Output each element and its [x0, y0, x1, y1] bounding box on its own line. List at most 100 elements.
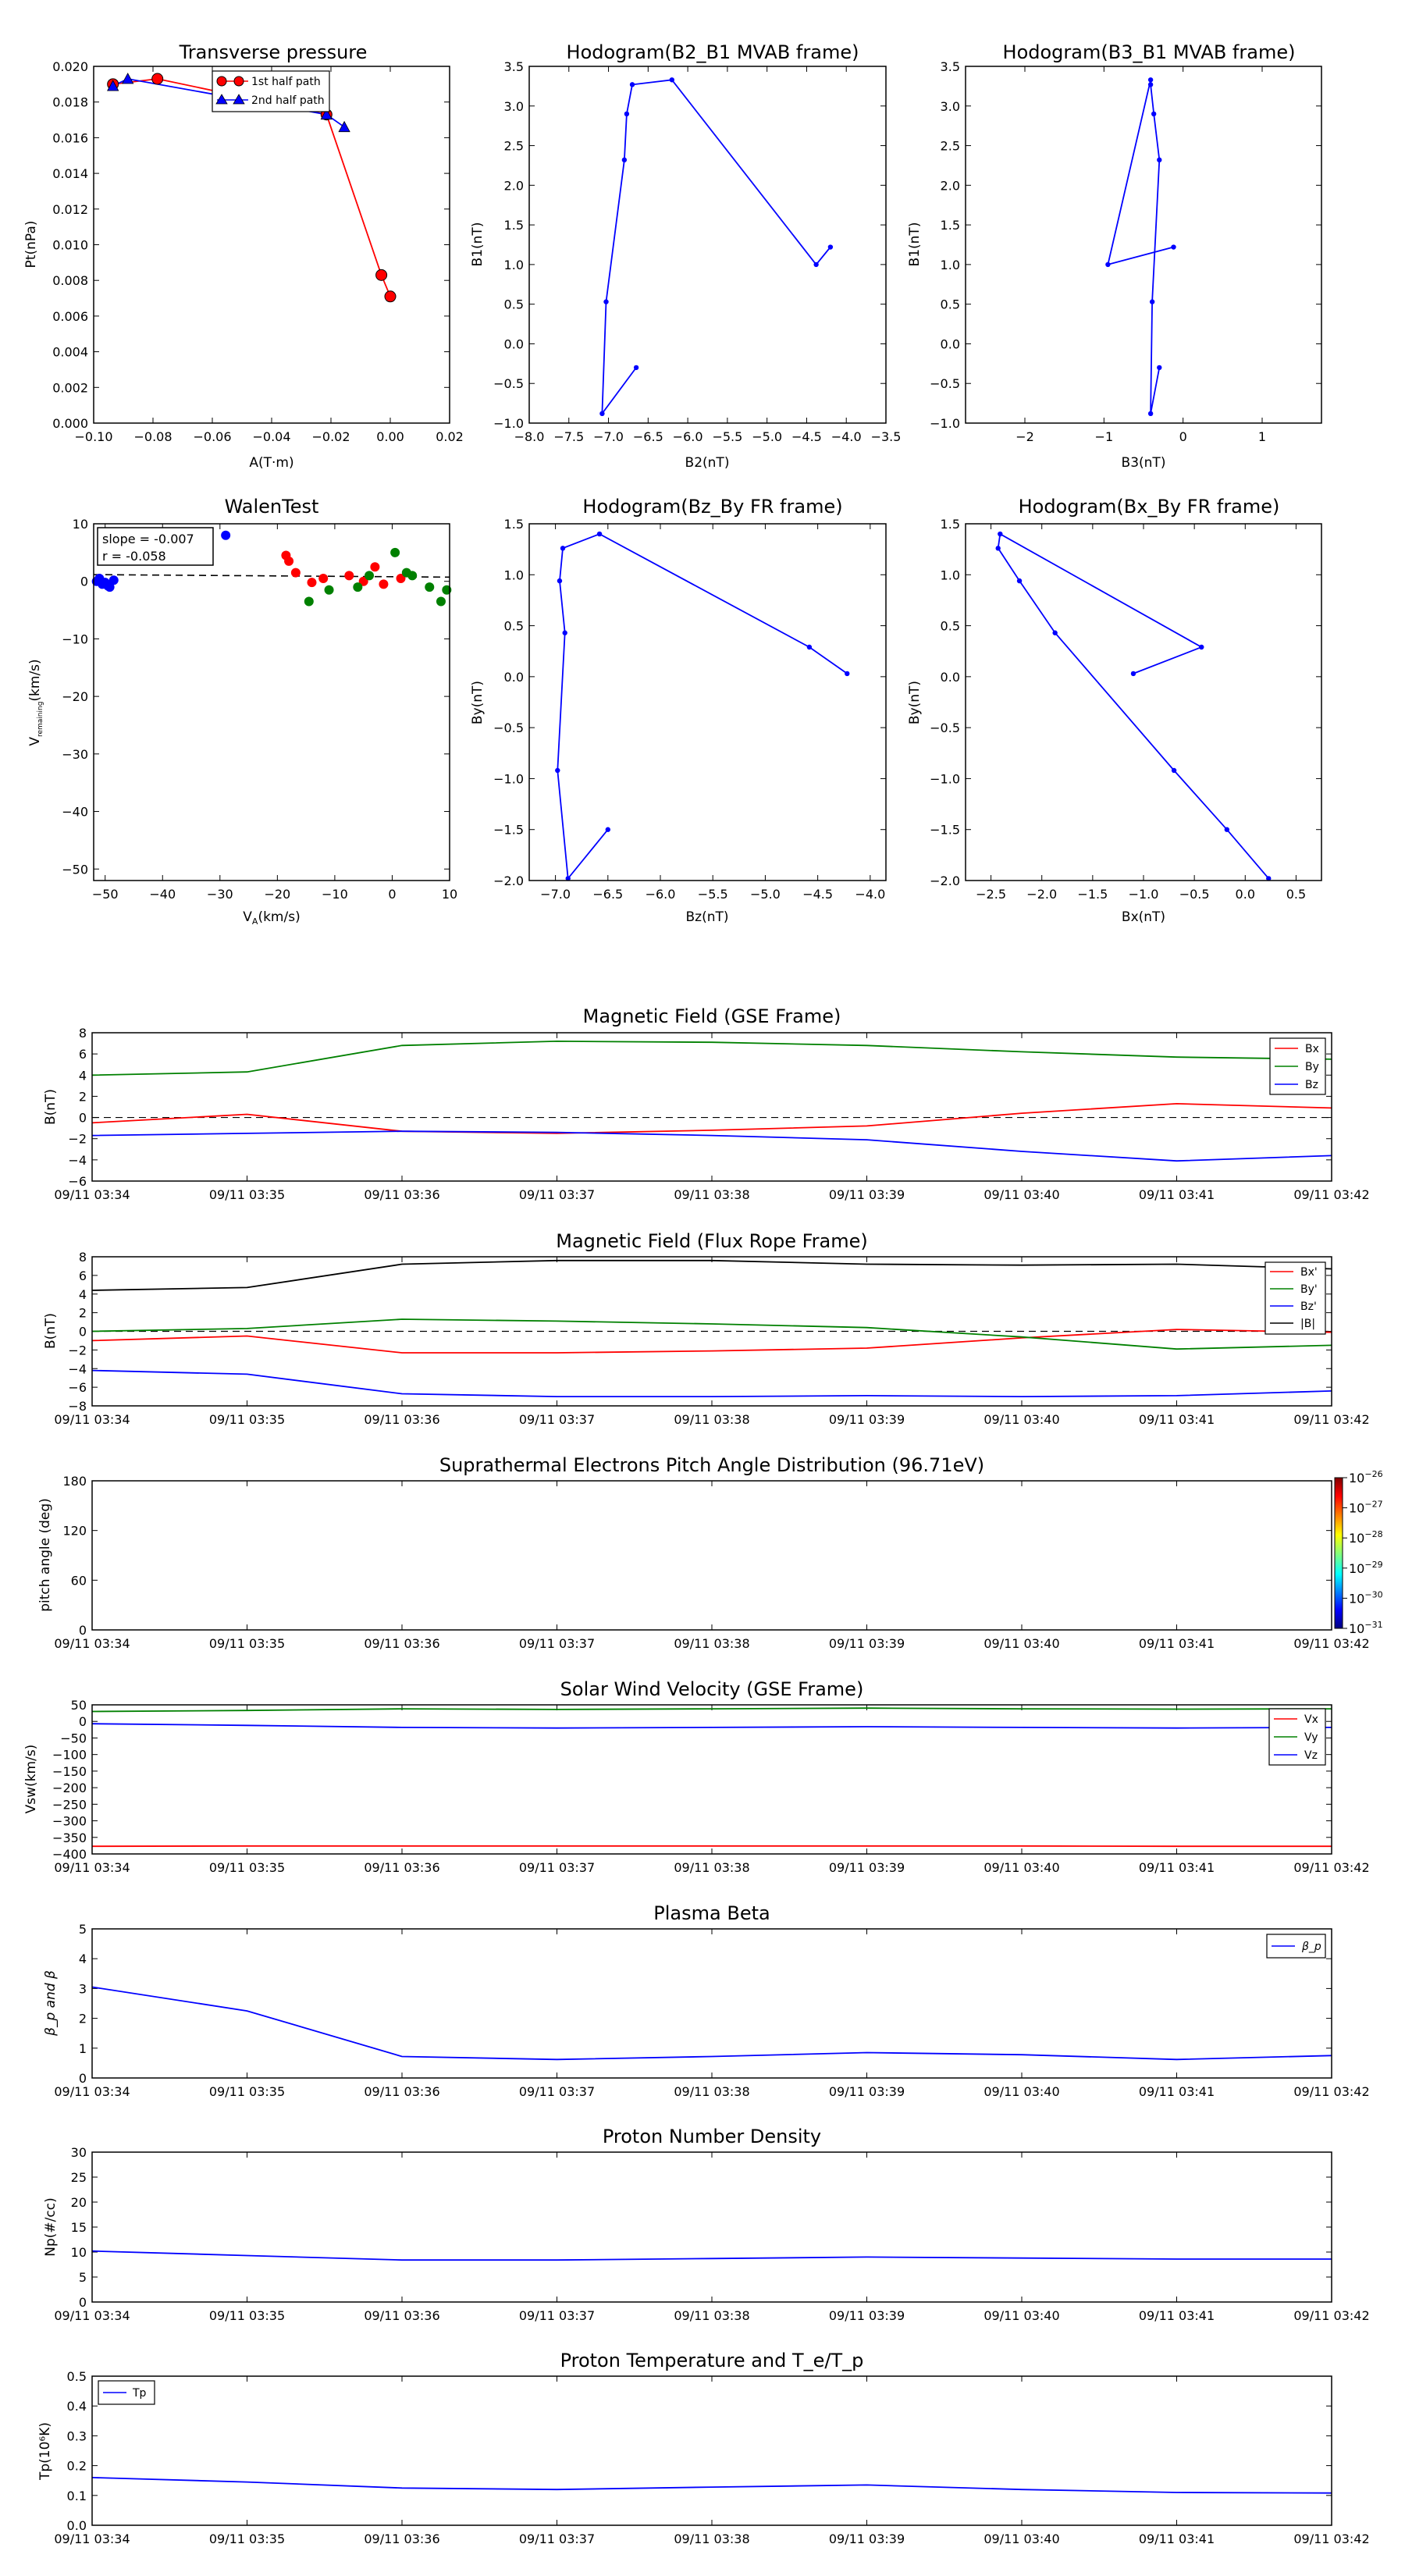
hodo_b2b1-path [601, 79, 831, 416]
pt-ytick-label: 0.014 [52, 166, 88, 181]
panel-mag-gse: Magnetic Field (GSE Frame) 09/11 03:34 09… [43, 1005, 1370, 1202]
mag_fr-xtick-label: 09/11 03:41 [1139, 1412, 1215, 1427]
transverse-pressure-xlabel: A(T·m) [249, 455, 293, 471]
mag_fr-xtick-label: 09/11 03:36 [364, 1412, 439, 1427]
vsw-xtick-label: 09/11 03:40 [984, 1860, 1059, 1875]
tp-title: Proton Temperature and T_e/T_p [560, 2350, 864, 2371]
pt-point-1st [151, 73, 164, 85]
walen-ytick-label: −30 [62, 747, 88, 762]
pt-xtick-label: −0.10 [74, 429, 112, 444]
mag-gse-title: Magnetic Field (GSE Frame) [583, 1005, 841, 1027]
hodo_b3b1-ytick-label: 2.5 [941, 139, 960, 154]
vsw-xtick-label: 09/11 03:39 [829, 1860, 905, 1875]
walen-xtick-label: −50 [92, 887, 119, 902]
mag_gse-ytick-label: 8 [79, 1026, 87, 1041]
pad-xtick-label: 09/11 03:40 [984, 1636, 1059, 1651]
legend-bmag: |B| [1300, 1318, 1315, 1330]
walen-r-text: r = -0.058 [102, 549, 166, 564]
hodo_b3b1-point [1105, 262, 1111, 268]
hodo_bxby-point [1199, 644, 1204, 650]
np-ytick-label: 0 [79, 2295, 87, 2310]
np-xtick-label: 09/11 03:35 [209, 2308, 285, 2323]
np-frame [91, 2151, 1332, 2303]
mag_fr-xtick-label: 09/11 03:35 [209, 1412, 285, 1427]
hodo_bxby-point [1266, 876, 1272, 881]
pt-point-2nd [320, 108, 333, 120]
hodo_b2b1-point [599, 411, 605, 417]
mag_fr-ytick-label: −4 [68, 1361, 87, 1376]
hodo_b2b1-xtick-label: −8.0 [514, 429, 545, 444]
beta-title: Plasma Beta [653, 1902, 770, 1924]
hodo_bxby-ytick-label: 0.0 [941, 670, 960, 685]
pt-point-2nd [107, 80, 119, 91]
mag_gse-ytick-label: −2 [68, 1132, 87, 1147]
walen-xlabel: VA(km/s) [243, 909, 300, 927]
panel-hodogram-bxby: Hodogram(Bx_By FR frame) −2.5 −2.0 −1.5 −1.… [907, 496, 1322, 925]
hodo_bzby-point [596, 531, 603, 537]
mag_fr-ytick-label: −6 [68, 1380, 87, 1395]
tp-xtick-label: 09/11 03:41 [1139, 2532, 1215, 2546]
beta-ytick-label: 3 [79, 1981, 87, 1996]
panel-proton-density: Proton Number Density 09/11 03:34 09/11 0… [43, 2126, 1370, 2323]
tp-ytick-label: 0.2 [67, 2459, 87, 2474]
mag_fr-series-line [91, 1318, 1332, 1350]
mag_gse-xtick-label: 09/11 03:39 [829, 1187, 905, 1202]
vsw-ytick-label: −400 [52, 1847, 87, 1862]
pad-title: Suprathermal Electrons Pitch Angle Distr… [439, 1454, 984, 1476]
mag_fr-ytick-label: 6 [79, 1268, 87, 1283]
pad-xtick-label: 09/11 03:36 [364, 1636, 439, 1651]
pad-ytick-label: 180 [62, 1474, 87, 1489]
panel-hodogram-b3b1: Hodogram(B3_B1 MVAB frame) −2 −1 0 1 −1.0 −0.… [907, 41, 1322, 471]
pt-ytick-label: 0.008 [52, 273, 88, 288]
vsw-legend: Vx Vy Vz [1268, 1708, 1326, 1766]
hodo_b2b1-xtick-label: −6.5 [633, 429, 663, 444]
hodo_bxby-xtick-label: −2.5 [976, 887, 1006, 902]
hodo_b2b1-ytick-label: −0.5 [493, 376, 524, 391]
walen-point-red [318, 574, 329, 584]
beta-series-line [91, 1986, 1332, 2061]
legend-tp: Tp [132, 2387, 147, 2400]
mag_fr-ytick-label: 2 [79, 1306, 87, 1321]
hodo_bxby-ytick-label: 0.5 [941, 619, 960, 634]
pad-xtick-label: 09/11 03:38 [674, 1636, 749, 1651]
transverse-pressure-title: Transverse pressure [179, 41, 368, 63]
hodo_b2b1-point [603, 299, 609, 304]
walen-ylabel-suffix: (km/s) [27, 659, 43, 701]
pt-xtick-label: −0.06 [193, 429, 231, 444]
mag_fr-xtick-label: 09/11 03:38 [674, 1412, 749, 1427]
hodo_bzby-point [562, 630, 567, 635]
hodo_b2b1-ytick-label: 2.0 [504, 178, 524, 193]
vsw-series-line [91, 1707, 1332, 1713]
mag_gse-ytick-label: 6 [79, 1047, 87, 1062]
np-xtick-label: 09/11 03:37 [519, 2308, 595, 2323]
walen-xtick-label: 0 [388, 887, 396, 902]
cbar-tick-exponent: −27 [1364, 1500, 1382, 1510]
hodo_bzby-point [806, 644, 813, 650]
mag-gse-legend: Bx By Bz [1269, 1037, 1326, 1095]
hodo_b3b1-ytick-label: −1.0 [930, 416, 960, 431]
legend-bz: Bz [1305, 1079, 1318, 1091]
hodo_bzby-point [605, 827, 611, 832]
hodo_b2b1-point [633, 365, 639, 371]
pad-xtick-label: 09/11 03:35 [209, 1636, 285, 1651]
walen-xlabel-suffix: (km/s) [258, 909, 300, 925]
hodo_bzby-point [845, 671, 850, 677]
vsw-xtick-label: 09/11 03:37 [519, 1860, 595, 1875]
hodo_b2b1-point [621, 157, 628, 163]
hodo_b2b1-xtick-label: −5.5 [712, 429, 742, 444]
hodo_bxby-point [1171, 767, 1177, 774]
np-xtick-label: 09/11 03:36 [364, 2308, 439, 2323]
hodo_bxby-xtick-label: −1.0 [1129, 887, 1159, 902]
pad-xtick-label: 09/11 03:34 [54, 1636, 130, 1651]
hodo_b3b1-path [1107, 80, 1174, 414]
hodo_bzby-xtick-label: −7.0 [540, 887, 571, 902]
np-xtick-label: 09/11 03:40 [984, 2308, 1059, 2323]
hodo_bxby-ytick-label: −0.5 [930, 720, 960, 735]
transverse-pressure-frame [93, 66, 450, 424]
panel-solar-wind: Solar Wind Velocity (GSE Frame) 09/11 03… [23, 1678, 1370, 1875]
panel-walen-test: WalenTest −50 −40 −30 −20 −10 0 10 −50 −40 −30 −20… [27, 496, 457, 927]
mag_fr-ytick-label: −8 [68, 1399, 87, 1414]
walen-annotation-box: slope = -0.007 r = -0.058 [97, 527, 214, 566]
pad-ytick-label: 120 [62, 1524, 87, 1539]
vsw-series-line [91, 1723, 1332, 1729]
